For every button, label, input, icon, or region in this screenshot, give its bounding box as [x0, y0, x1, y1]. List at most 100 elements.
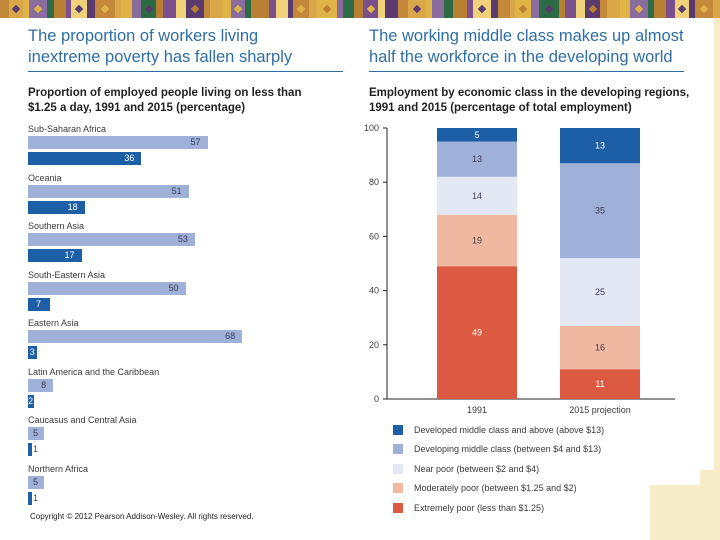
legend-label: Near poor (between $2 and $4): [414, 463, 540, 474]
bar-value-label: 36: [124, 153, 135, 163]
bar-value-label: 2: [28, 395, 34, 406]
segment-value-label: 35: [595, 206, 605, 216]
banner-pattern-stripe: [385, 0, 398, 18]
banner-pattern-stripe: [565, 0, 576, 18]
banner-pattern-stripe: [132, 0, 141, 18]
decorative-pattern-banner: [0, 0, 720, 18]
left-chart-title: Proportion of employed people living on …: [28, 86, 348, 116]
bar-value-label: 7: [36, 298, 42, 309]
banner-diamond-motif: [477, 4, 487, 14]
bar-value-label: 17: [64, 250, 75, 260]
segment-value-label: 5: [474, 130, 479, 140]
chart-legend: Developed middle class and above (above …: [393, 420, 683, 518]
banner-pattern-stripe: [222, 0, 231, 18]
banner-pattern-stripe: [337, 0, 343, 18]
bar-value-label: 68: [225, 331, 236, 341]
bar-2015: 2: [28, 394, 35, 408]
region-label: Sub-Saharan Africa: [28, 124, 107, 134]
left-heading-line: inextreme poverty has fallen sharply: [28, 48, 293, 66]
bar-1991: 5: [28, 427, 44, 440]
segment-value-label: 49: [472, 328, 482, 338]
bar-value-label: 3: [29, 347, 35, 357]
banner-pattern-stripe: [444, 0, 453, 18]
banner-pattern-stripe: [141, 0, 156, 18]
banner-pattern-stripe: [531, 0, 539, 18]
y-tick-label: 80: [369, 177, 379, 187]
region-label: Southern Asia: [28, 221, 85, 231]
banner-pattern-stripe: [585, 0, 600, 18]
banner-pattern-stripe: [398, 0, 408, 18]
banner-pattern-stripe: [9, 0, 23, 18]
legend-item: Moderately poor (between $1.25 and $2): [393, 479, 683, 499]
region-label: Northern Africa: [28, 463, 89, 474]
right-chart-title: Employment by economic class in the deve…: [369, 86, 709, 116]
bar-value-label: 53: [177, 234, 188, 244]
banner-pattern-stripe: [156, 0, 163, 18]
banner-pattern-stripe: [23, 0, 29, 18]
left-panel-heading: The proportion of workers living inextre…: [28, 26, 358, 68]
banner-pattern-stripe: [288, 0, 293, 18]
poverty-horizontal-bar-chart: Sub-Saharan Africa 57 36 Oceania 51 18 Souther…: [28, 124, 243, 505]
banner-pattern-stripe: [620, 0, 630, 18]
bar-1991: 68: [28, 330, 243, 343]
x-category-label: 2015 projection: [569, 405, 631, 415]
banner-pattern-stripe: [176, 0, 186, 18]
banner-pattern-stripe: [648, 0, 654, 18]
banner-pattern-stripe: [317, 0, 337, 18]
segment-value-label: 25: [595, 287, 605, 297]
bar-2015: 18: [28, 200, 85, 214]
banner-diamond-motif: [544, 4, 554, 14]
banner-pattern-stripe: [66, 0, 71, 18]
stacked-segment: [560, 163, 640, 259]
bar-1991: 57: [28, 136, 208, 149]
banner-pattern-stripe: [115, 0, 121, 18]
banner-diamond-motif: [455, 4, 465, 14]
legend-swatch-icon: [393, 444, 403, 455]
y-tick-label: 60: [369, 231, 379, 241]
banner-pattern-stripe: [689, 0, 695, 18]
banner-pattern-stripe: [713, 0, 720, 18]
stacked-segment: [560, 258, 640, 326]
y-tick-label: 40: [369, 286, 379, 296]
banner-pattern-stripe: [498, 0, 510, 18]
banner-diamond-motif: [366, 4, 375, 14]
right-heading-rule: [369, 71, 684, 72]
bar-value-label: 5: [33, 428, 39, 438]
banner-diamond-motif: [677, 4, 687, 14]
banner-pattern-stripe: [95, 0, 115, 18]
segment-value-label: 11: [595, 379, 604, 389]
segment-value-label: 13: [595, 141, 605, 151]
legend-swatch-icon: [393, 502, 403, 513]
y-tick-label: 20: [369, 340, 379, 350]
banner-pattern-stripe: [559, 0, 565, 18]
banner-diamond-motif: [588, 4, 597, 14]
right-heading-line: The working middle class makes up almost: [369, 27, 684, 45]
legend-label: Extremely poor (less than $1.25): [414, 502, 545, 513]
banner-pattern-stripe: [54, 0, 66, 18]
banner-pattern-stripe: [231, 0, 245, 18]
bar-2015: 1: [28, 443, 38, 456]
bar-1991: 5: [28, 475, 44, 489]
banner-pattern-stripe: [71, 0, 87, 18]
left-heading-line: The proportion of workers living: [28, 27, 259, 45]
banner-pattern-stripe: [121, 0, 132, 18]
x-category-label: 1991: [467, 405, 487, 415]
banner-pattern-stripe: [354, 0, 363, 18]
banner-pattern-stripe: [426, 0, 432, 18]
banner-pattern-stripe: [600, 0, 607, 18]
bar-value-label: 18: [67, 201, 78, 212]
legend-label: Developed middle class and above (above …: [414, 424, 605, 435]
right-chart-title-line: 1991 and 2015 (percentage of total emplo…: [369, 102, 632, 114]
legend-item: Developed middle class and above (above …: [393, 420, 683, 440]
legend-item: Near poor (between $2 and $4): [393, 459, 683, 479]
bar-2015: 36: [28, 152, 142, 165]
segment-value-label: 14: [472, 191, 482, 201]
bar-value-label: 51: [171, 185, 182, 196]
decorative-cream-border: [714, 18, 720, 484]
banner-pattern-stripe: [163, 0, 176, 18]
banner-pattern-stripe: [539, 0, 559, 18]
legend-item: Extremely poor (less than $1.25): [393, 498, 683, 518]
banner-pattern-stripe: [666, 0, 675, 18]
stacked-segment: [437, 214, 517, 267]
bar-value-label: 8: [41, 379, 47, 390]
